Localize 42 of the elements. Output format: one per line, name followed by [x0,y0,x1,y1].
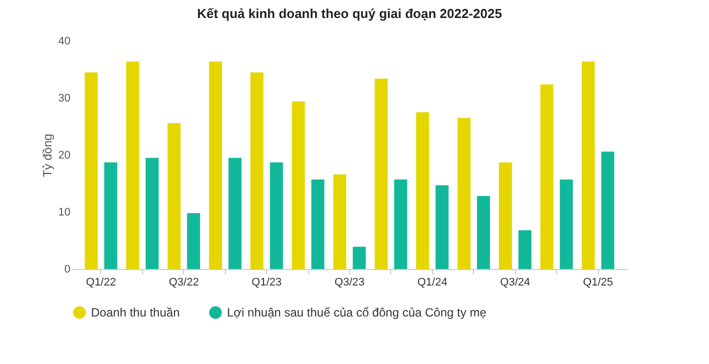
bar [540,84,554,269]
bar [352,246,366,269]
y-axis-title: Tỷ đồng [40,134,54,178]
bar [84,72,98,269]
bar [168,123,181,269]
y-tick-label: 20 [58,150,70,162]
legend-label: Lợi nhuận sau thuế của cổ đông của Công ty mẹ [227,306,487,320]
bar [518,230,532,269]
x-tick-label: Q1/24 [417,276,448,288]
bar [187,213,200,269]
bar [270,162,283,269]
bar [582,62,595,269]
bar [126,62,140,269]
bar [374,78,388,269]
x-tick-label: Q1/25 [583,276,613,288]
y-tick-label: 30 [58,92,70,104]
y-tick-label: 0 [64,264,70,276]
bar [311,180,324,269]
bar [601,152,614,269]
bar [104,162,118,269]
y-tick-label: 10 [58,206,70,218]
bar [498,162,512,269]
bar [250,72,264,269]
legend-label: Doanh thu thuần [91,306,180,320]
bar [458,118,471,269]
bar [477,196,490,269]
bar [146,158,159,269]
bar [416,112,430,269]
x-tick-label: Q1/22 [86,276,116,288]
bar [560,180,573,269]
bar [209,62,222,269]
bar [394,180,408,269]
x-tick-label: Q3/23 [334,276,364,288]
bar [228,158,242,269]
bar [436,185,449,269]
x-tick-label: Q1/23 [252,276,282,288]
bar [333,174,346,269]
y-tick-label: 40 [58,36,70,48]
chart-title: Kết quả kinh doanh theo quý giai đoạn 2022-2025 [197,6,502,21]
x-tick-label: Q3/22 [168,276,199,288]
x-tick-label: Q3/24 [500,276,530,288]
bar [292,101,305,269]
